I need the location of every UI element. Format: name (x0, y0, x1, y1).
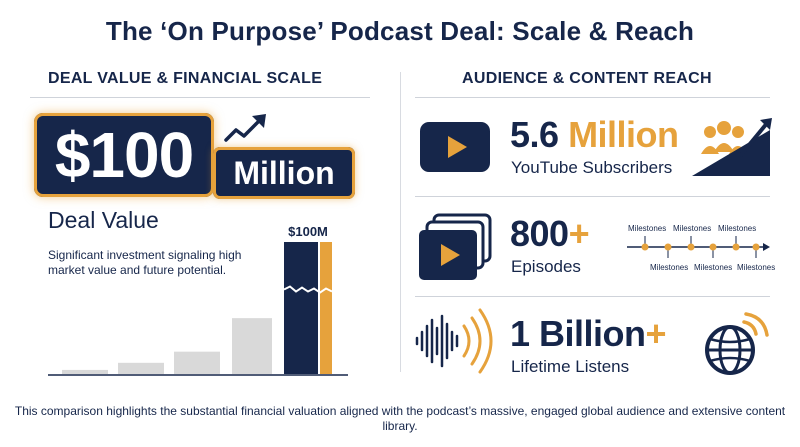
chart-bar-2 (118, 362, 164, 374)
stacked-video-icon (419, 213, 492, 280)
stat-subscribers-number: 5.6 Million (510, 114, 679, 156)
chart-bar-3 (174, 351, 220, 374)
right-heading-rule (415, 97, 770, 98)
row-divider-1 (415, 196, 770, 197)
milestone-label-top-3: Milestones (718, 224, 757, 233)
growing-audience-icon (692, 118, 772, 176)
stat-listens-label: Lifetime Listens (511, 357, 630, 376)
stat-episodes-label: Episodes (511, 257, 581, 276)
stat-listens-accent: + (645, 313, 667, 354)
milestones-timeline (627, 236, 770, 258)
stat-subscribers-value: 5.6 (510, 114, 559, 155)
column-divider (400, 72, 401, 372)
deal-value-label: Deal Value (48, 207, 159, 233)
stat-listens-value: 1 Billion (510, 313, 646, 354)
soundwave-icon (415, 308, 493, 374)
stat-episodes-accent: + (568, 213, 590, 254)
chart-bar-5 (283, 242, 333, 374)
milestone-label-top-1: Milestones (628, 224, 667, 233)
stat-listens-number: 1 Billion+ (510, 313, 667, 355)
deal-amount-badge: $100 (34, 113, 214, 197)
stat-subscribers-accent: Million (568, 114, 679, 155)
chart-bar-1 (62, 369, 108, 374)
left-heading-rule (30, 97, 370, 98)
right-section-heading: AUDIENCE & CONTENT REACH (462, 70, 712, 87)
stat-episodes-number: 800+ (510, 213, 590, 255)
trend-up-arrow-icon (224, 114, 266, 142)
milestone-label-bottom-3: Milestones (737, 263, 776, 272)
footer-note: This comparison highlights the substanti… (14, 404, 786, 433)
milestone-label-bottom-1: Milestones (650, 263, 689, 272)
stat-subscribers-label: YouTube Subscribers (511, 158, 673, 177)
chart-bar-label-5: $100M (288, 224, 328, 239)
chart-bar-4 (232, 318, 272, 374)
page-title: The ‘On Purpose’ Podcast Deal: Scale & R… (105, 16, 695, 46)
deal-description: Significant investment signaling high ma… (48, 248, 242, 277)
globe-broadcast-icon (705, 312, 769, 375)
deal-unit-badge: Million (213, 147, 355, 199)
stat-episodes-value: 800 (510, 213, 569, 254)
row-divider-2 (415, 296, 770, 297)
deal-value-bar-chart: $100M (48, 224, 348, 376)
milestone-label-top-2: Milestones (673, 224, 712, 233)
youtube-play-icon (420, 122, 490, 172)
milestone-label-bottom-2: Milestones (694, 263, 733, 272)
left-section-heading: DEAL VALUE & FINANCIAL SCALE (48, 70, 323, 87)
